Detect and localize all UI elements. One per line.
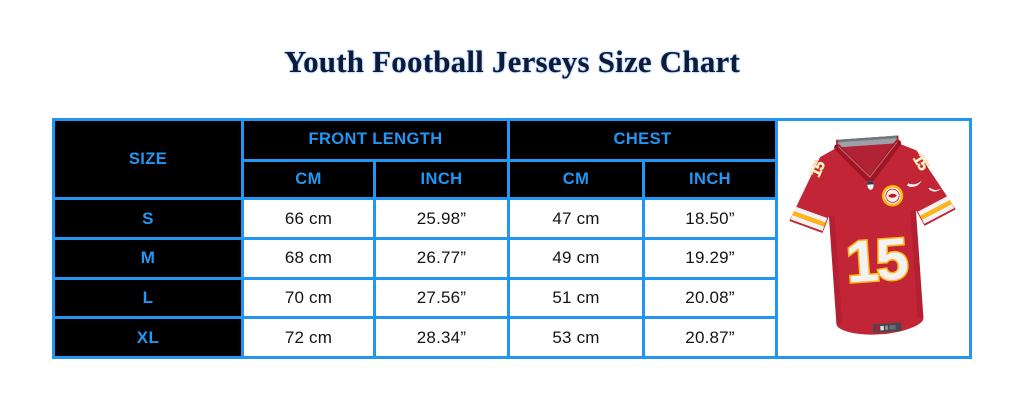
jersey-back-neck-strip-shadow xyxy=(837,135,897,143)
size-cell: L xyxy=(51,276,244,320)
jersey-graphic: 15 15 xyxy=(788,135,956,335)
chest-cm-cell: 47 cm xyxy=(507,197,645,240)
col-header-size: SIZE xyxy=(51,117,244,201)
nfl-shield-icon xyxy=(866,181,874,191)
table-row-l: L 70 cm 27.56” 51 cm 20.08” xyxy=(51,276,970,320)
col-header-chest: CHEST xyxy=(506,118,779,162)
subheader-chest-inch: INCH xyxy=(641,158,779,201)
front-length-cm-cell: 68 cm xyxy=(240,236,376,280)
front-length-cm-cell: 66 cm xyxy=(240,197,376,240)
chest-cm-cell: 51 cm xyxy=(507,276,645,320)
jersey-cell: 15 15 xyxy=(775,118,973,359)
table-row-s: S 66 cm 25.98” 47 cm 18.50” xyxy=(51,197,970,240)
jock-tag xyxy=(872,322,901,333)
chest-inch-cell: 20.08” xyxy=(641,276,779,320)
jersey-number-front: 15 xyxy=(843,226,909,295)
front-length-inch-cell: 25.98” xyxy=(372,197,511,240)
chest-inch-cell: 18.50” xyxy=(641,197,779,240)
table-row-m: M 68 cm 26.77” 49 cm 19.29” xyxy=(51,236,970,280)
jersey-side-shade-left xyxy=(828,215,842,325)
subheader-front-cm: CM xyxy=(240,158,376,201)
page-title: Youth Football Jerseys Size Chart xyxy=(283,44,741,79)
cuff-stripes-left xyxy=(790,206,827,231)
subheader-chest-cm: CM xyxy=(507,158,645,201)
front-length-cm-cell: 70 cm xyxy=(240,276,376,320)
front-length-inch-cell: 27.56” xyxy=(372,276,511,320)
jersey-photo: 15 15 xyxy=(784,121,964,351)
size-cell: S xyxy=(51,197,244,240)
front-length-cm-cell: 72 cm xyxy=(240,316,376,359)
nike-swoosh-chest-icon xyxy=(906,180,922,187)
front-length-inch-cell: 28.34” xyxy=(372,316,511,359)
table-row-xl: XL 72 cm 28.34” 53 cm 20.87” xyxy=(51,316,970,359)
chest-inch-cell: 19.29” xyxy=(641,236,779,280)
chest-cm-cell: 49 cm xyxy=(507,236,645,280)
jersey-body xyxy=(788,143,956,335)
size-cell: XL xyxy=(51,316,244,359)
nike-swoosh-sleeve-icon xyxy=(928,187,941,192)
front-length-inch-cell: 26.77” xyxy=(372,236,511,280)
cuff-stripes-right xyxy=(917,195,954,224)
chest-inch-cell: 20.87” xyxy=(641,316,779,359)
jersey-side-shade-right xyxy=(909,210,923,319)
subheader-front-inch: INCH xyxy=(372,158,511,201)
col-header-front-length: FRONT LENGTH xyxy=(240,118,511,162)
jersey-collar-highlight xyxy=(837,141,897,178)
team-patch-icon xyxy=(881,185,903,207)
size-cell: M xyxy=(51,236,244,280)
chest-cm-cell: 53 cm xyxy=(507,316,645,359)
size-chart-table: SIZE FRONT LENGTH CHEST xyxy=(51,117,973,359)
jersey-collar xyxy=(833,139,901,184)
